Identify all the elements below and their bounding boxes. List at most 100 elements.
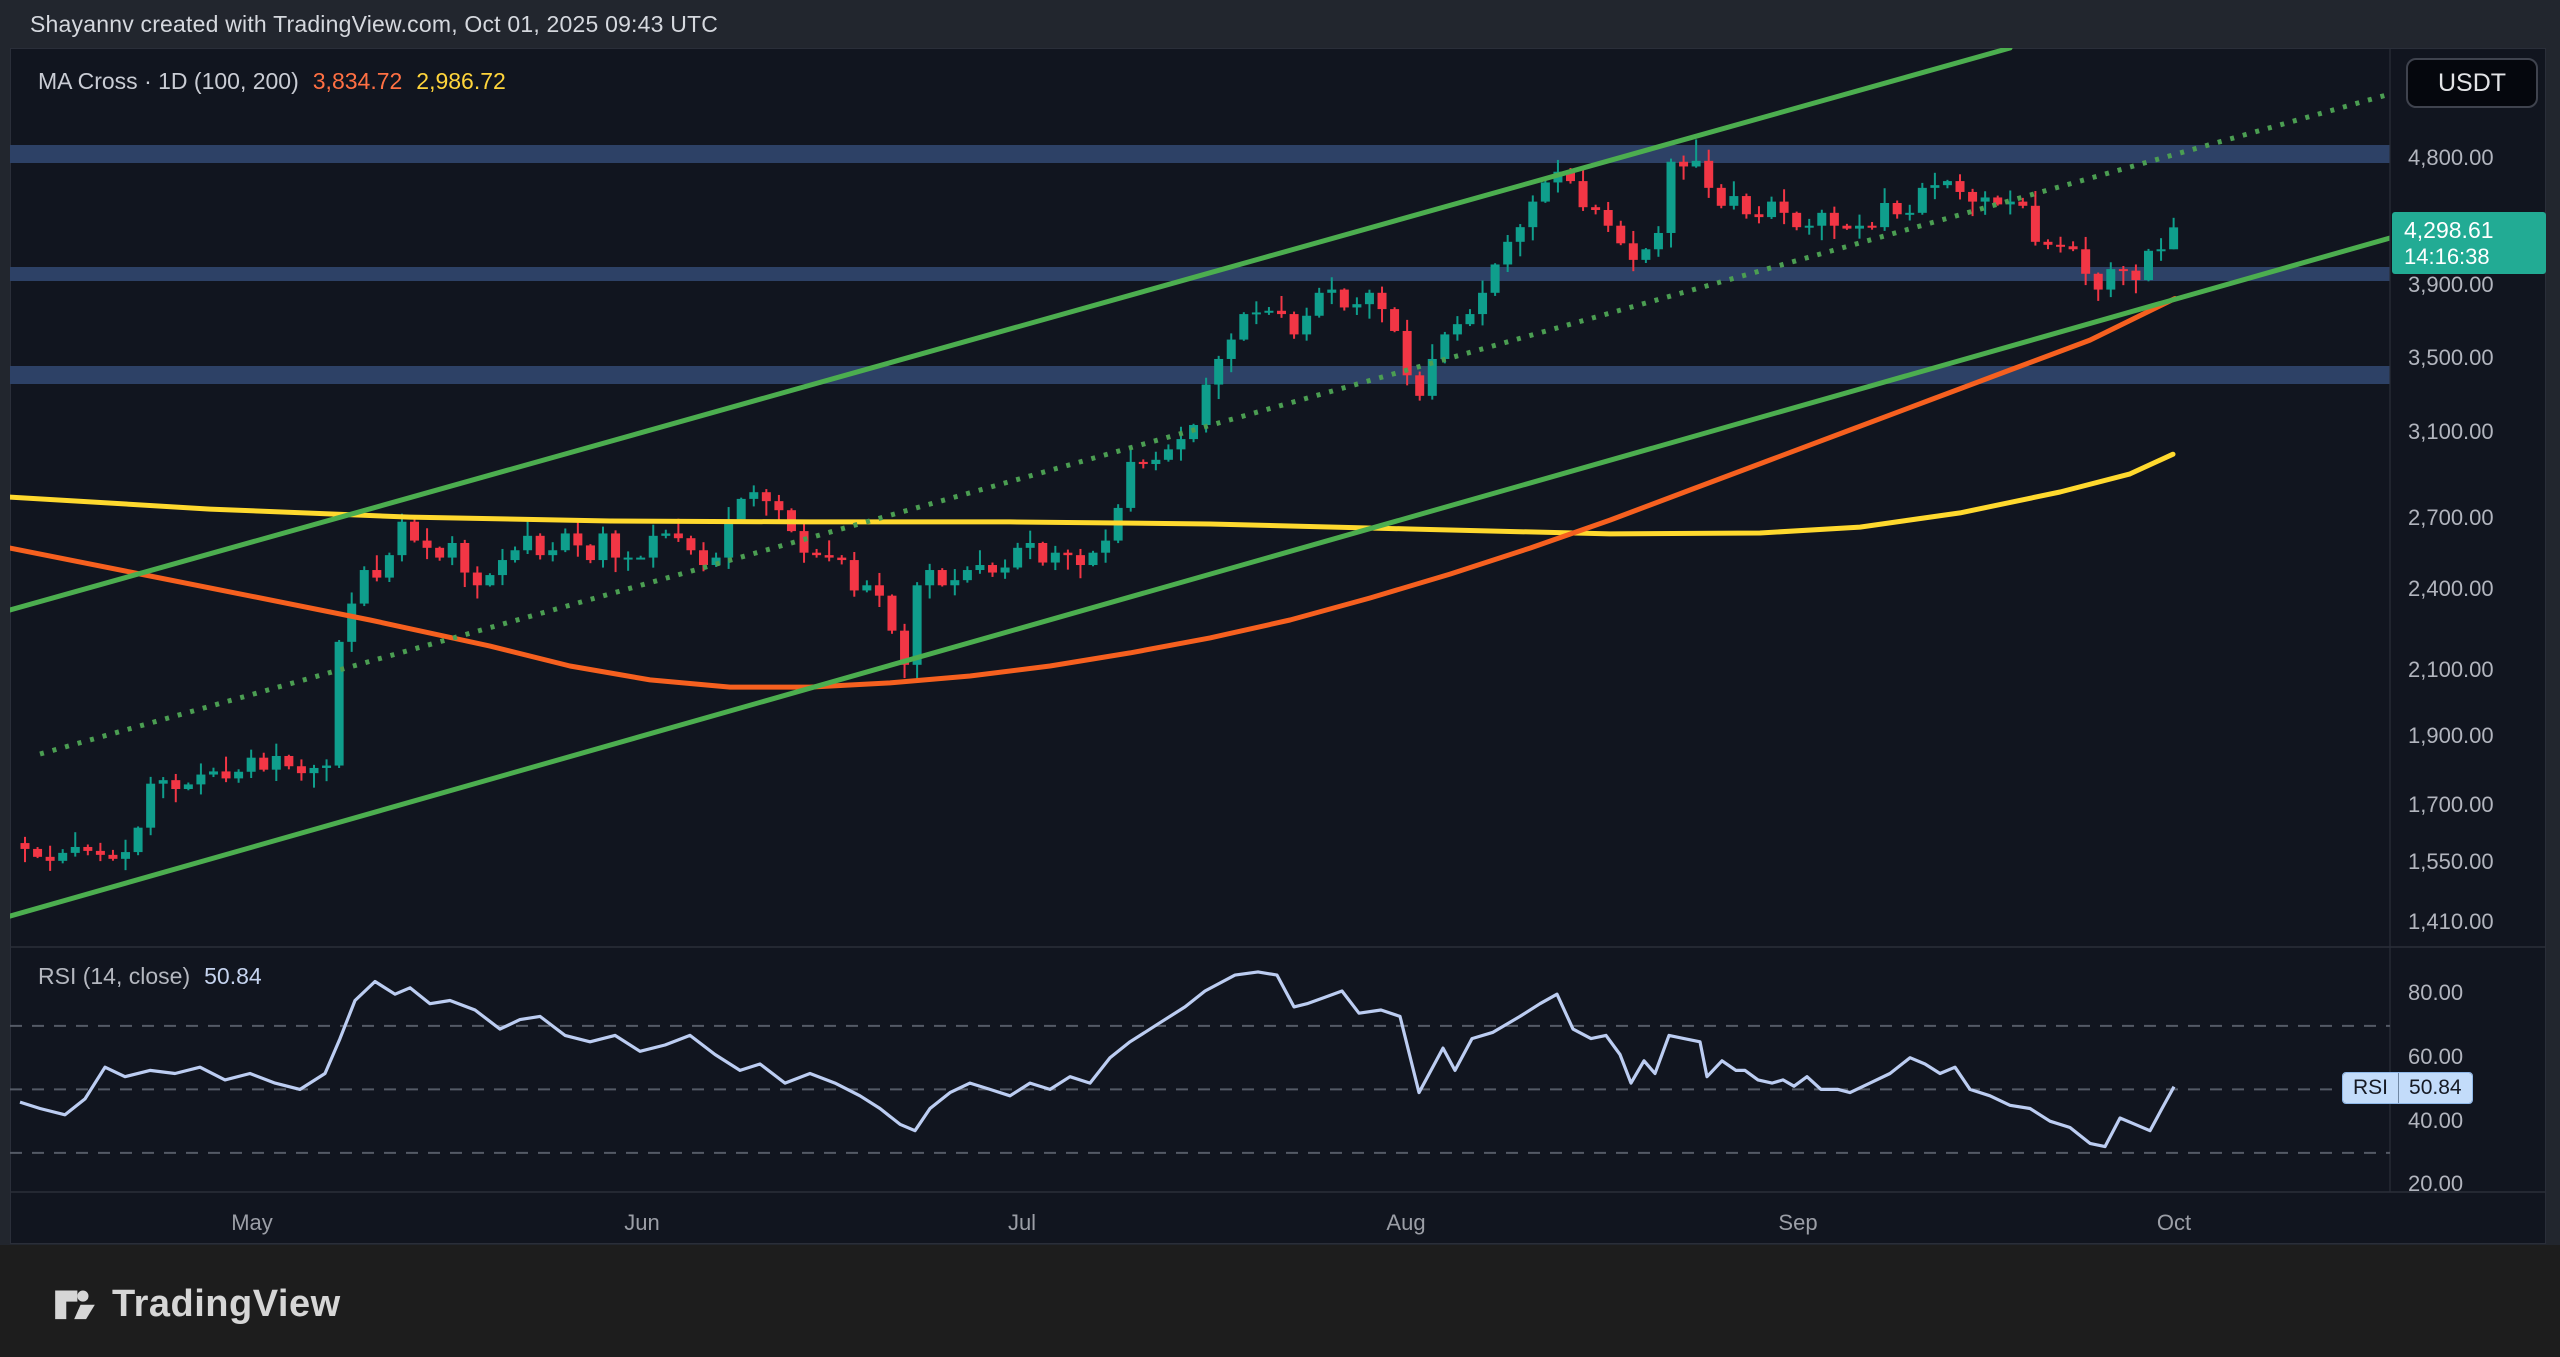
dotted-mid-trendline[interactable] xyxy=(39,91,2390,757)
candle-body xyxy=(950,580,960,586)
candle-body xyxy=(322,765,332,768)
candle-body xyxy=(598,533,608,561)
ma-200-line[interactable] xyxy=(10,451,2176,537)
candle-body xyxy=(661,533,671,536)
candle-body xyxy=(1691,160,1701,167)
candle-body xyxy=(1930,185,1940,188)
candle-body xyxy=(146,783,156,828)
candle-body xyxy=(1854,225,1864,229)
candle-body xyxy=(1917,187,1927,213)
rsi-line[interactable] xyxy=(19,970,2176,1149)
candle-body xyxy=(1050,552,1060,563)
price-axis-label: 3,500.00 xyxy=(2408,345,2494,370)
candle-body xyxy=(1880,203,1890,228)
candle-body xyxy=(1503,241,1513,265)
candle-body xyxy=(1779,201,1789,213)
candle-body xyxy=(2018,201,2028,206)
candle-body xyxy=(887,595,897,631)
candle-body xyxy=(535,535,545,556)
candle-body xyxy=(1440,334,1450,359)
candle-body xyxy=(1101,540,1111,553)
candle-body xyxy=(2093,273,2103,290)
candle-body xyxy=(1704,160,1714,188)
candle-body xyxy=(749,492,759,499)
candle-body xyxy=(2143,250,2153,281)
candle-body xyxy=(849,560,859,591)
candle-body xyxy=(1176,439,1186,450)
ma-100-line[interactable] xyxy=(10,296,2178,690)
candle-body xyxy=(2169,227,2179,250)
chart-canvas[interactable] xyxy=(10,48,2546,1244)
candle-body xyxy=(585,545,595,561)
footer-bar: TradingView xyxy=(0,1245,2560,1357)
attribution-bar: Shayannv created with TradingView.com, O… xyxy=(0,0,2560,48)
support-resistance-zone xyxy=(10,145,2390,163)
price-axis-label: 1,410.00 xyxy=(2408,909,2494,934)
candle-body xyxy=(1251,312,1261,315)
candle-body xyxy=(1075,555,1085,566)
candle-body xyxy=(560,533,570,551)
candle-body xyxy=(208,771,218,775)
candle-body xyxy=(196,774,206,785)
candle-body xyxy=(296,766,306,774)
candle-body xyxy=(2068,246,2078,250)
candle-body xyxy=(1314,292,1324,316)
rsi-badge-label: RSI xyxy=(2343,1073,2400,1103)
candle-body xyxy=(271,755,281,770)
candle-body xyxy=(121,852,131,859)
rsi-value-badge: RSI 50.84 xyxy=(2342,1072,2473,1104)
candle-body xyxy=(171,780,181,790)
candle-body xyxy=(1905,212,1915,215)
candle-body xyxy=(83,846,93,851)
main-pane-series xyxy=(10,48,2390,919)
chart-panel xyxy=(10,48,2546,1244)
candle-body xyxy=(45,856,55,861)
candle-body xyxy=(1289,314,1299,335)
rsi-axis-label: 20.00 xyxy=(2408,1171,2464,1196)
candle-body xyxy=(510,550,520,561)
price-axis-label: 2,700.00 xyxy=(2408,505,2494,530)
price-axis-label: 1,900.00 xyxy=(2408,723,2494,748)
candle-body xyxy=(1025,542,1035,548)
candle-body xyxy=(1302,315,1312,335)
candle-body xyxy=(874,585,884,596)
candle-body xyxy=(2156,249,2166,252)
candle-body xyxy=(1892,203,1902,215)
rsi-legend[interactable]: RSI (14, close) 50.84 xyxy=(38,963,262,990)
candle-body xyxy=(1603,210,1613,226)
candle-body xyxy=(2131,270,2141,281)
candle-body xyxy=(1842,225,1852,229)
candle-body xyxy=(548,550,558,556)
candle-body xyxy=(1565,171,1575,182)
candle-body xyxy=(962,570,972,581)
candle-body xyxy=(1993,197,2003,205)
candle-body xyxy=(1792,212,1802,228)
candle-body xyxy=(1804,225,1814,228)
candle-body xyxy=(1490,264,1500,293)
candle-body xyxy=(259,757,269,770)
candle-body xyxy=(1653,232,1663,250)
support-resistance-zone xyxy=(10,366,2390,384)
candle-body xyxy=(1377,292,1387,310)
candle-body xyxy=(1352,304,1362,308)
candle-body xyxy=(1955,181,1965,192)
month-label: Aug xyxy=(1386,1210,1426,1235)
candle-body xyxy=(1616,225,1626,244)
ma-slow-value: 2,986.72 xyxy=(416,68,506,94)
price-axis-label: 3,900.00 xyxy=(2408,272,2494,297)
candle-body xyxy=(724,519,734,558)
channel-upper-trendline[interactable] xyxy=(10,48,2013,613)
candle-body xyxy=(1767,201,1777,218)
candle-body xyxy=(1867,225,1877,228)
candle-body xyxy=(1264,310,1274,313)
candle-body xyxy=(636,557,646,560)
month-label: Jul xyxy=(1007,1210,1037,1235)
tradingview-logo[interactable]: TradingView xyxy=(52,1281,341,1327)
indicator-legend[interactable]: MA Cross · 1D (100, 200) 3,834.72 2,986.72 xyxy=(38,68,506,95)
channel-lower-trendline[interactable] xyxy=(10,235,2390,919)
candle-body xyxy=(988,565,998,573)
candle-body xyxy=(221,771,231,779)
currency-button[interactable]: USDT xyxy=(2406,58,2538,108)
candle-body xyxy=(1239,314,1249,340)
price-axis-label: 1,700.00 xyxy=(2408,792,2494,817)
